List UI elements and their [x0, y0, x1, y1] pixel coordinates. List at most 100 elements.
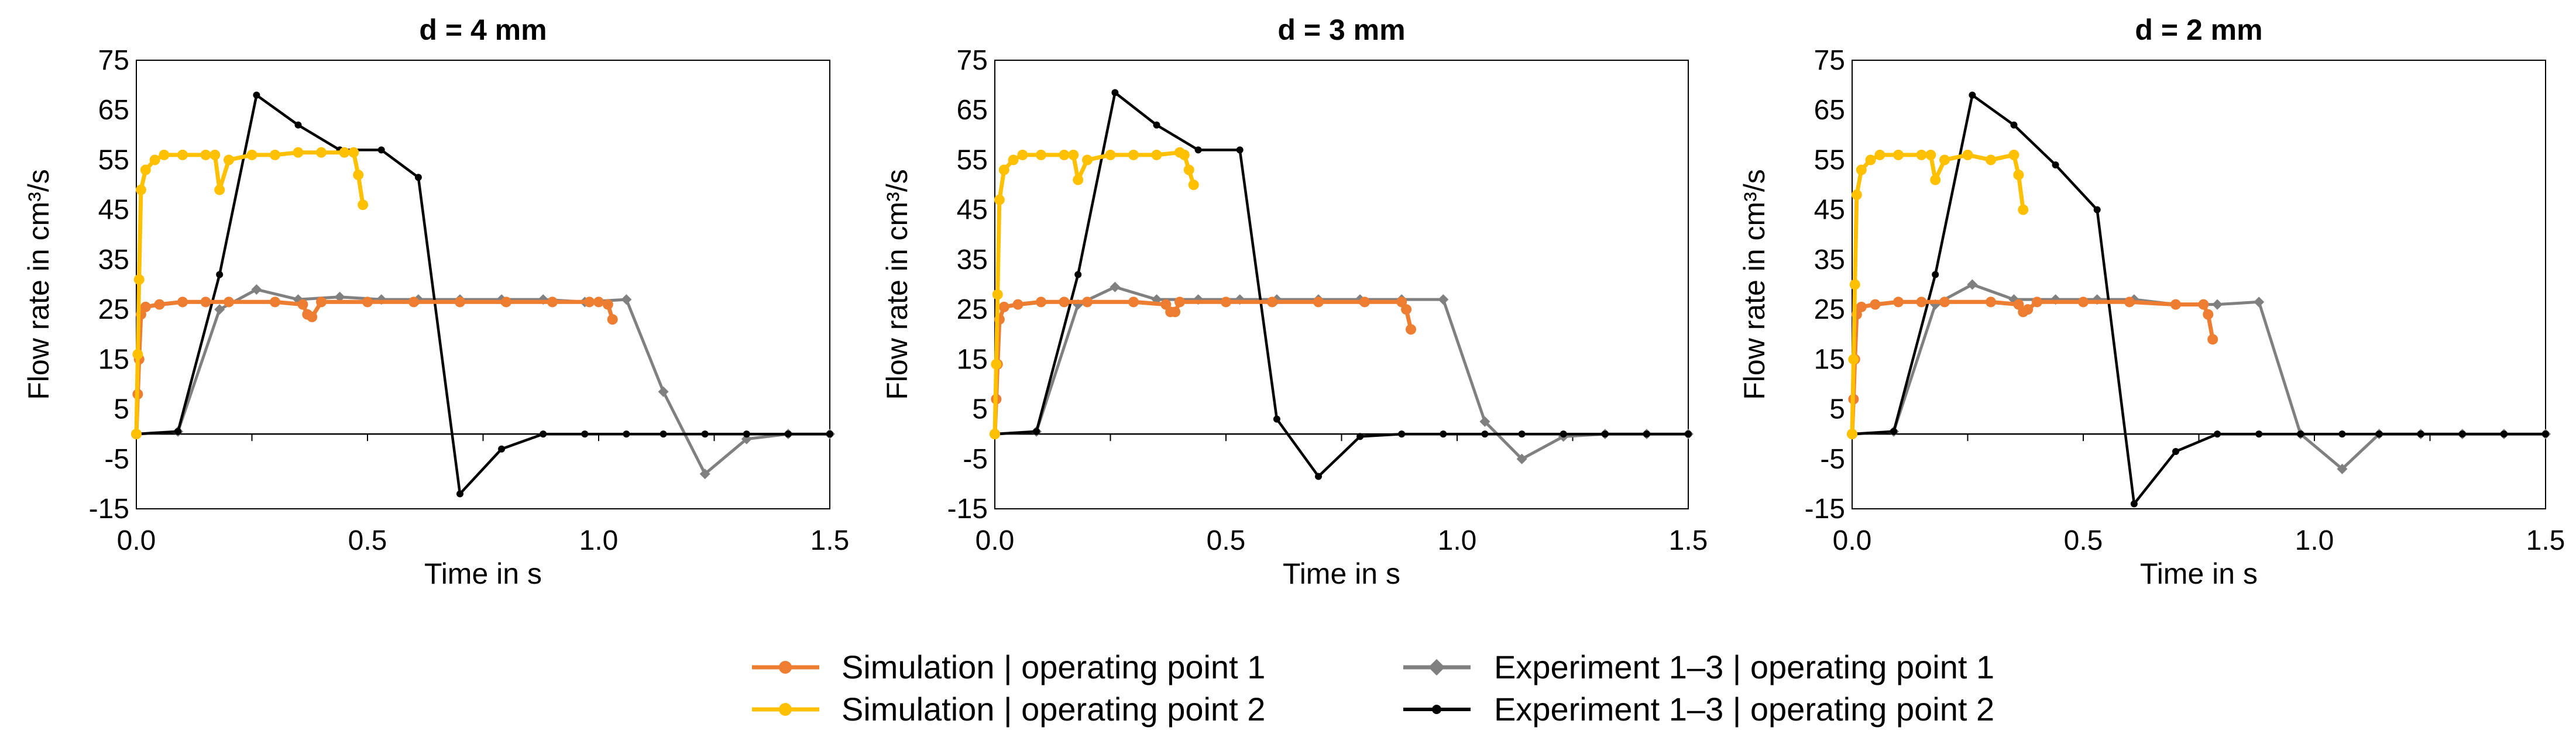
data-point [1685, 430, 1692, 438]
data-point [623, 430, 630, 438]
data-point [1479, 416, 1490, 427]
data-point [377, 146, 385, 154]
data-point [2375, 430, 2383, 438]
data-point [1438, 294, 1449, 305]
data-point [1221, 297, 1231, 308]
data-point [177, 297, 188, 308]
data-point [826, 430, 833, 438]
data-point [992, 289, 1003, 300]
data-point [414, 174, 422, 181]
y-tick-label: -5 [963, 444, 988, 475]
legend-marker-exp-op2 [1432, 705, 1441, 714]
data-point [251, 284, 262, 295]
data-point [1012, 299, 1023, 310]
data-point [1856, 164, 1867, 175]
data-point [581, 430, 589, 438]
data-point [501, 297, 511, 308]
legend-item-exp-op1: Experiment 1–3 | operating point 1 [1403, 649, 1994, 685]
data-point [246, 149, 257, 160]
series-exp-op1 [1847, 279, 2551, 474]
y-tick-label: 15 [1814, 344, 1845, 375]
data-point [1059, 149, 1070, 160]
data-point [1601, 430, 1609, 438]
data-point [132, 349, 143, 360]
data-point [174, 428, 182, 435]
data-point [1313, 297, 1324, 308]
data-point [1967, 279, 1978, 290]
data-point [1188, 180, 1199, 191]
data-point [602, 299, 613, 310]
data-point [1082, 154, 1093, 166]
series-exp-op2 [991, 89, 1692, 480]
chart-panel-2: d = 3 mm 75 65 55 45 35 25 15 5 -5 -150.0 0.5 1.0 1.5… [881, 13, 1708, 590]
y-tick-label: 35 [1814, 244, 1845, 275]
data-point [1939, 297, 1950, 308]
y-tick-label: 25 [957, 294, 988, 325]
data-point [1930, 299, 1941, 310]
data-point [408, 297, 419, 308]
data-point [498, 445, 506, 453]
data-point [1356, 433, 1364, 440]
data-point [214, 184, 225, 195]
y-tick-label: -15 [1805, 494, 1845, 525]
data-point [200, 297, 211, 308]
data-point [540, 430, 547, 438]
plot-area-frame [136, 60, 830, 509]
data-point [994, 194, 1005, 205]
y-tick-label: 45 [98, 195, 129, 226]
data-point [455, 297, 465, 308]
chart-title: d = 4 mm [419, 13, 547, 46]
data-point [2008, 149, 2019, 160]
data-point [334, 291, 345, 302]
data-point [998, 301, 1009, 312]
data-point [1236, 146, 1244, 154]
data-point [177, 149, 188, 160]
legend: Simulation | operating point 1 Simulatio… [752, 649, 1994, 728]
series-sim-op2 [131, 147, 369, 440]
y-tick-label: 35 [98, 244, 129, 275]
data-point [1183, 164, 1194, 175]
y-tick-label: 45 [957, 195, 988, 226]
data-point [159, 149, 170, 160]
data-point [154, 299, 165, 310]
x-tick-label: 1.0 [2295, 525, 2334, 556]
data-point [200, 149, 211, 160]
data-point [1179, 149, 1190, 160]
data-point [339, 147, 350, 158]
data-point [1194, 146, 1202, 154]
y-tick-label: -15 [89, 494, 129, 525]
data-point [1036, 149, 1046, 160]
x-tick-label: 0.5 [2064, 525, 2103, 556]
data-point [2124, 297, 2135, 308]
data-point [1925, 149, 1936, 160]
data-point [316, 147, 327, 158]
data-point [1560, 430, 1567, 438]
y-axis-label: Flow rate in cm³/s [1738, 169, 1771, 400]
data-point [2022, 304, 2034, 315]
y-tick-label: -5 [1820, 444, 1845, 475]
data-point [293, 147, 304, 158]
data-point [1848, 354, 1859, 365]
y-tick-label: 65 [98, 95, 129, 126]
data-point [1036, 297, 1046, 308]
data-point [316, 297, 327, 308]
y-axis-label: Flow rate in cm³/s [881, 169, 913, 400]
data-point [1916, 297, 1927, 308]
data-point [658, 386, 669, 397]
y-tick-label: -5 [104, 444, 129, 475]
x-tick-label: 1.0 [579, 525, 619, 556]
data-point [1073, 174, 1084, 185]
x-axis-label: Time in s [2140, 557, 2258, 590]
data-point [140, 301, 151, 312]
chart-panel-1: d = 4 mm 75 65 55 45 35 25 15 5 -5 -150.0 0.5 1.0 1.5… [22, 13, 849, 590]
data-point [2093, 206, 2101, 213]
data-point [224, 154, 234, 166]
data-point [2052, 161, 2059, 168]
data-point [140, 164, 151, 175]
y-tick-label: 75 [957, 45, 988, 76]
x-tick-label: 0.0 [117, 525, 156, 556]
data-point [1865, 154, 1876, 166]
x-tick-label: 0.5 [1207, 525, 1246, 556]
data-point [1986, 297, 1996, 308]
